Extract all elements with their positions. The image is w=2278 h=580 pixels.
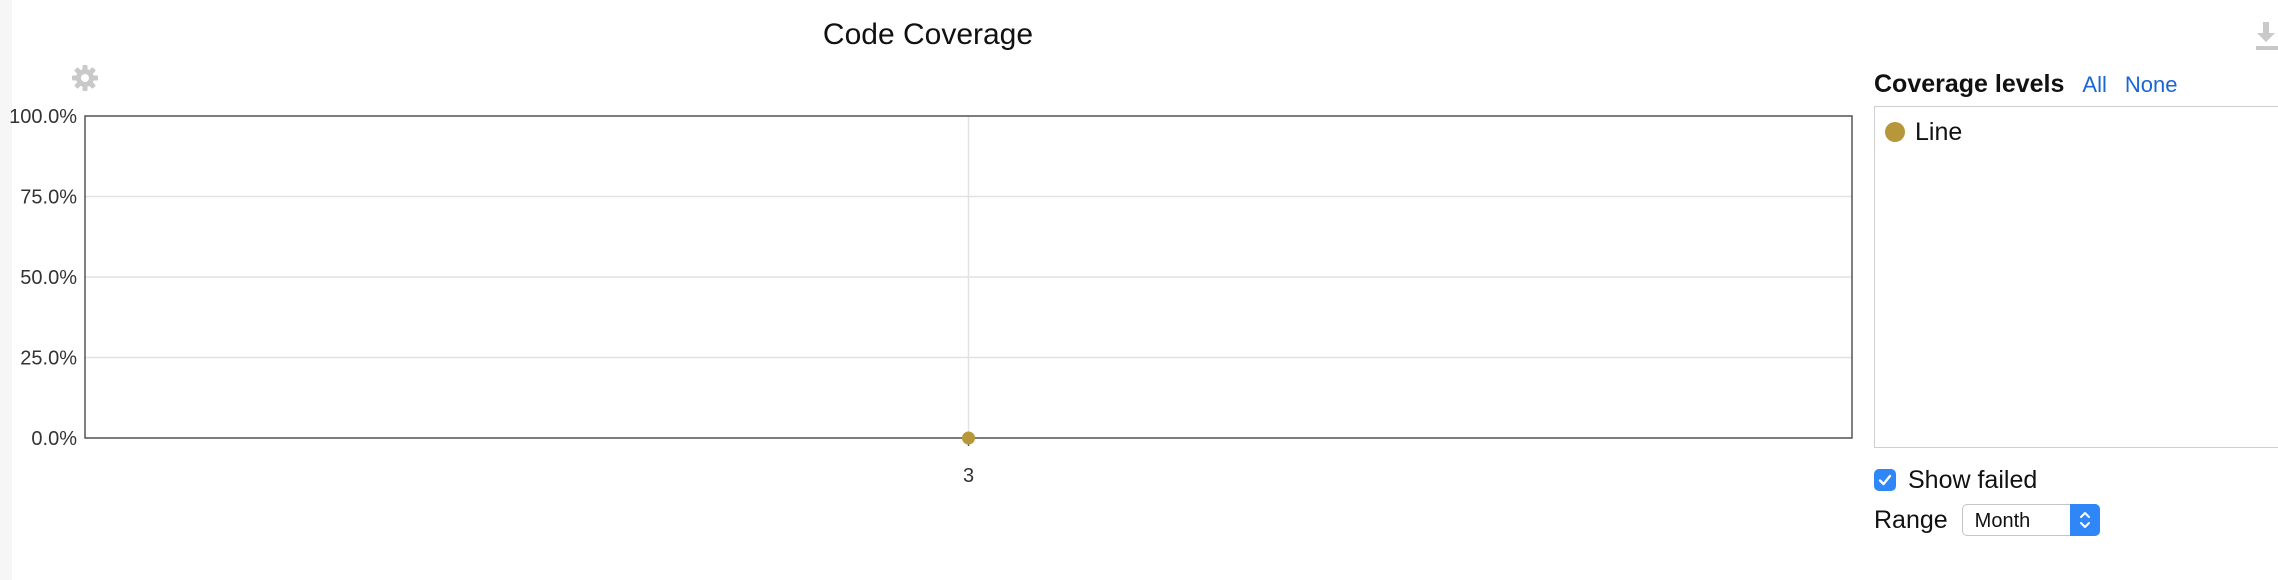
checkmark-icon [1878, 474, 1892, 486]
left-edge-strip [0, 0, 12, 580]
coverage-levels-panel: Coverage levels All None Line Show faile… [1874, 70, 2278, 550]
chart-title: Code Coverage [822, 18, 1034, 51]
series-layer [962, 431, 975, 445]
download-icon[interactable] [2254, 20, 2278, 52]
level-label: Line [1915, 117, 1963, 146]
chevron-updown-icon[interactable] [2069, 504, 2100, 536]
select-none-link[interactable]: None [2124, 72, 2178, 97]
x-tick-label: 3 [963, 465, 974, 487]
y-tick-label: 75.0% [20, 187, 77, 209]
y-tick-label: 25.0% [20, 348, 77, 370]
gear-icon[interactable] [70, 63, 100, 93]
range-value: Month [1974, 510, 2031, 532]
show-failed-toggle[interactable]: Show failed [1874, 464, 2037, 496]
y-axis-ticks: 0.0% 25.0% 50.0% 75.0% 100.0% [9, 106, 77, 450]
data-point[interactable] [962, 431, 975, 445]
y-tick-label: 50.0% [20, 267, 77, 289]
coverage-levels-list: Line [1874, 106, 2278, 448]
legend-dot-icon [1885, 122, 1905, 142]
grid-lines [85, 115, 1852, 439]
x-axis-ticks: 3 [963, 438, 974, 487]
range-row: Range Month [1874, 502, 2100, 538]
coverage-levels-title: Coverage levels [1874, 70, 2065, 98]
y-tick-label: 100.0% [9, 106, 77, 128]
chart-canvas: 0.0% 25.0% 50.0% 75.0% 100.0% 3 [9, 106, 1853, 487]
range-label: Range [1874, 505, 1948, 534]
select-all-link[interactable]: All [2082, 72, 2107, 97]
show-failed-label: Show failed [1908, 465, 2038, 494]
range-select[interactable]: Month [1961, 504, 2100, 536]
show-failed-checkbox[interactable] [1874, 469, 1896, 491]
coverage-levels-header: Coverage levels All None [1874, 70, 2177, 104]
level-item-line[interactable]: Line [1885, 117, 1962, 147]
y-tick-label: 0.0% [31, 428, 77, 450]
